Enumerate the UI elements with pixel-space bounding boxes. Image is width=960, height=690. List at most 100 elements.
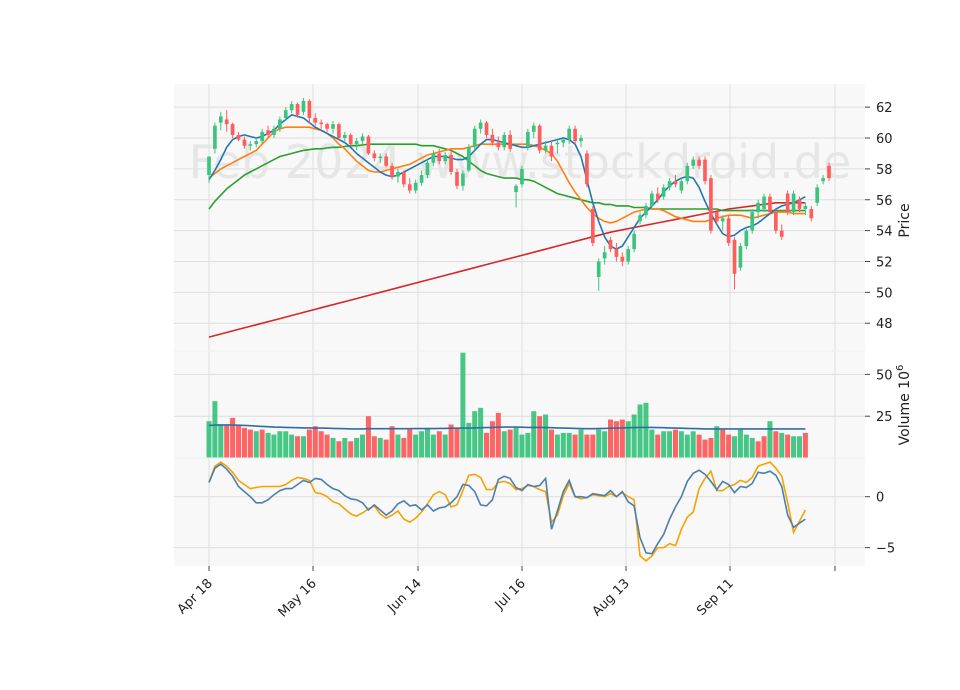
volume-bar bbox=[206, 421, 212, 458]
volume-bar bbox=[247, 429, 253, 458]
candle-body bbox=[526, 131, 530, 148]
volume-bar bbox=[608, 419, 614, 458]
volume-bar bbox=[596, 429, 602, 458]
volume-bar bbox=[318, 431, 324, 458]
candle-body bbox=[419, 175, 424, 183]
candle-body bbox=[342, 134, 347, 139]
price-axis-tick-label: 60 bbox=[876, 132, 893, 147]
volume-bar bbox=[602, 431, 608, 458]
candle-body bbox=[673, 181, 678, 185]
candle-body bbox=[791, 193, 796, 213]
candle-body bbox=[307, 100, 312, 118]
candle-body bbox=[384, 156, 388, 166]
candle-body bbox=[650, 193, 654, 206]
volume-bar bbox=[348, 441, 354, 458]
price-axis-tick-label: 52 bbox=[876, 255, 893, 270]
volume-bar bbox=[460, 352, 466, 458]
candle-body bbox=[549, 145, 554, 157]
candle-body bbox=[230, 124, 235, 135]
volume-bar bbox=[342, 437, 348, 458]
candle-body bbox=[283, 110, 288, 118]
volume-bar bbox=[324, 434, 330, 458]
volume-bar bbox=[779, 432, 785, 458]
candle-body bbox=[207, 156, 211, 176]
candle-body bbox=[632, 233, 636, 250]
volume-average-line bbox=[208, 424, 806, 430]
candle-body bbox=[697, 159, 701, 166]
candle-body bbox=[691, 159, 696, 166]
candle-body bbox=[797, 199, 802, 210]
volume-bar bbox=[389, 426, 395, 458]
candle-body bbox=[638, 215, 642, 222]
candle-body bbox=[821, 178, 825, 182]
candle-body bbox=[496, 142, 501, 148]
volume-bar bbox=[271, 434, 277, 458]
candle-body bbox=[732, 239, 737, 274]
candle-body bbox=[455, 171, 459, 186]
candle-body bbox=[756, 202, 760, 213]
volume-bar bbox=[785, 434, 791, 458]
volume-bar bbox=[259, 429, 265, 458]
volume-bar bbox=[773, 431, 779, 458]
volume-bar bbox=[395, 434, 401, 458]
candle-body bbox=[407, 184, 412, 191]
candle-body bbox=[490, 134, 495, 143]
volume-bar bbox=[365, 416, 371, 458]
volume-bar bbox=[430, 434, 436, 458]
volume-bar bbox=[501, 431, 507, 458]
price-axis-tick-label: 62 bbox=[876, 101, 893, 116]
candle-body bbox=[726, 218, 731, 243]
moving-average-fast-line bbox=[208, 114, 806, 250]
candle-body bbox=[319, 122, 324, 125]
volume-bar bbox=[484, 432, 490, 458]
candle-body bbox=[573, 128, 577, 142]
volume-bar bbox=[454, 427, 460, 458]
volume-bar bbox=[572, 434, 578, 458]
volume-bar bbox=[513, 427, 519, 458]
volume-bar bbox=[625, 421, 631, 458]
volume-bar bbox=[419, 431, 425, 458]
candle-body bbox=[272, 128, 276, 135]
candle-body bbox=[236, 134, 241, 140]
volume-bar bbox=[295, 436, 301, 458]
candle-body bbox=[242, 139, 247, 146]
candle-body bbox=[785, 193, 790, 213]
candle-body bbox=[402, 171, 406, 185]
volume-bar bbox=[796, 436, 802, 458]
volume-bar bbox=[277, 431, 283, 458]
volume-bar bbox=[613, 421, 619, 458]
volume-bar bbox=[289, 434, 295, 458]
volume-bar bbox=[548, 429, 554, 458]
candle-body bbox=[301, 100, 306, 112]
candle-body bbox=[667, 181, 672, 188]
x-axis-tick-label: Sep 11 bbox=[694, 576, 737, 619]
x-axis-tick-label: Jun 14 bbox=[385, 576, 425, 616]
candle-body bbox=[289, 104, 294, 111]
price-panel-background bbox=[174, 84, 865, 351]
candle-body bbox=[596, 261, 601, 277]
volume-bar bbox=[507, 429, 513, 458]
candle-body bbox=[608, 239, 613, 250]
candle-body bbox=[248, 144, 253, 146]
candle-body bbox=[348, 134, 353, 145]
candle-body bbox=[543, 145, 548, 151]
volume-bar bbox=[253, 431, 259, 458]
volume-bar bbox=[743, 434, 749, 458]
price-axis-tick-label: 48 bbox=[876, 317, 893, 332]
oscillator-axis-tick-label: −5 bbox=[876, 542, 895, 557]
volume-bar bbox=[667, 431, 673, 458]
candle-body bbox=[815, 187, 820, 203]
volume-bar bbox=[714, 426, 720, 458]
volume-bar bbox=[436, 431, 442, 458]
candle-body bbox=[508, 134, 512, 149]
candle-body bbox=[514, 185, 518, 193]
volume-bar bbox=[767, 421, 773, 458]
candle-body bbox=[590, 209, 595, 243]
volume-bar bbox=[696, 434, 702, 458]
candle-body bbox=[537, 125, 542, 151]
volume-bar bbox=[631, 414, 637, 458]
volume-bar bbox=[300, 436, 306, 458]
candle-body bbox=[478, 122, 483, 129]
